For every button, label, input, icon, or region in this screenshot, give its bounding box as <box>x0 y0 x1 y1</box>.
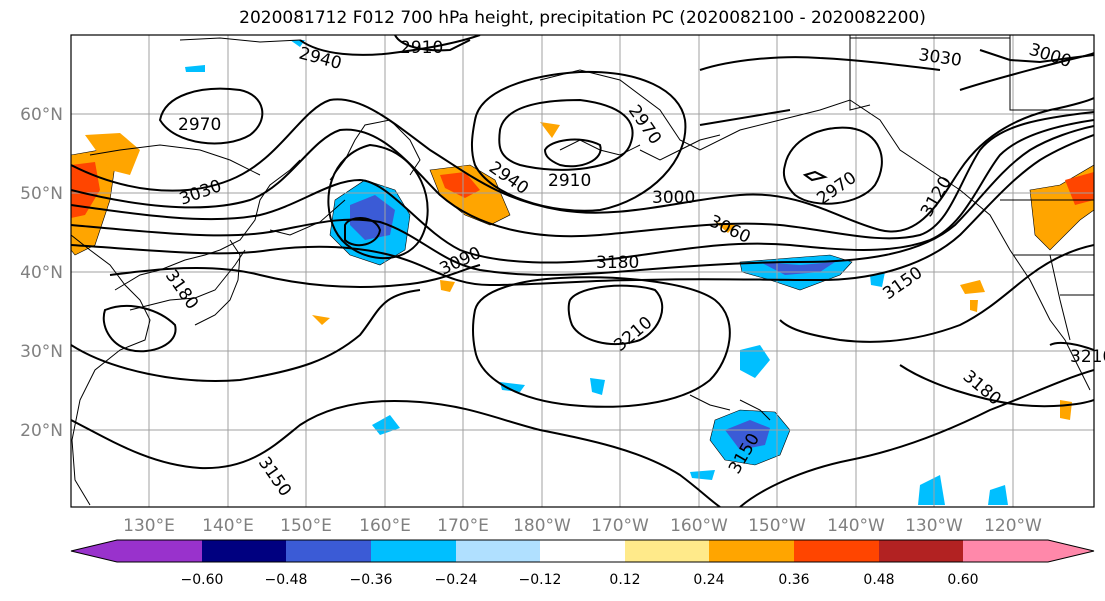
lon-label: 160°E <box>359 516 411 536</box>
contour-label: 3000 <box>652 188 695 208</box>
colorbar: −0.60 −0.48 −0.36 −0.24 −0.12 0.12 0.24 … <box>70 539 1095 588</box>
colorbar-tick-label: −0.36 <box>350 572 393 588</box>
map-frame <box>70 34 1095 508</box>
lon-label: 140°E <box>202 516 254 536</box>
longitude-labels: 130°E 140°E 150°E 160°E 170°E 180°W 170°… <box>123 516 1042 536</box>
colorbar-extend-high <box>1048 540 1094 562</box>
colorbar-tick-label: 0.48 <box>863 572 894 588</box>
colorbar-tick-label: 0.24 <box>693 572 724 588</box>
colorbar-bin <box>879 540 963 562</box>
colorbar-tick-label: 0.60 <box>947 572 978 588</box>
map-title: 2020081712 F012 700 hPa height, precipit… <box>239 8 926 28</box>
colorbar-ticks: −0.60 −0.48 −0.36 −0.24 −0.12 0.12 0.24 … <box>181 572 979 588</box>
lat-label: 30°N <box>20 342 63 362</box>
colorbar-bin <box>963 540 1048 562</box>
lon-label: 130°E <box>123 516 175 536</box>
colorbar-tick-label: −0.12 <box>519 572 562 588</box>
lon-label: 130°W <box>905 516 963 536</box>
lon-label: 140°W <box>827 516 885 536</box>
coastlines <box>71 35 1094 506</box>
colorbar-tick-label: 0.36 <box>778 572 809 588</box>
colorbar-tick-label: −0.48 <box>265 572 308 588</box>
precip-negative-shading <box>185 40 1008 505</box>
lon-label: 170°E <box>437 516 489 536</box>
colorbar-bin <box>540 540 625 562</box>
lon-label: 150°W <box>748 516 806 536</box>
lon-label: 120°W <box>984 516 1042 536</box>
lat-label: 50°N <box>20 184 63 204</box>
precip-positive-shading <box>71 122 1094 420</box>
lat-label: 20°N <box>20 421 63 441</box>
contour-label: 2910 <box>400 38 443 58</box>
colorbar-outline <box>70 539 1095 563</box>
colorbar-bin <box>625 540 709 562</box>
colorbar-tick-label: −0.60 <box>181 572 224 588</box>
height-contours <box>71 35 1094 507</box>
colorbar-extend-low <box>71 540 117 562</box>
contour-label: 2910 <box>548 171 591 191</box>
colorbar-bin <box>456 540 540 562</box>
lon-label: 150°E <box>280 516 332 536</box>
colorbar-bin <box>202 540 286 562</box>
lon-label: 170°W <box>591 516 649 536</box>
colorbar-bin <box>709 540 794 562</box>
lat-label: 40°N <box>20 263 63 283</box>
colorbar-tick-label: 0.12 <box>609 572 640 588</box>
contour-label: 3180 <box>596 253 639 273</box>
latitude-labels: 60°N 50°N 40°N 30°N 20°N <box>20 105 63 441</box>
colorbar-bin <box>371 540 456 562</box>
colorbar-bin <box>117 540 202 562</box>
colorbar-bin <box>794 540 879 562</box>
colorbar-bin <box>286 540 371 562</box>
map-area <box>71 35 1094 507</box>
lon-label: 160°W <box>670 516 728 536</box>
lat-label: 60°N <box>20 105 63 125</box>
lon-label: 180°W <box>513 516 571 536</box>
contour-label: 3210 <box>1070 347 1105 367</box>
contour-label: 2970 <box>178 115 221 135</box>
colorbar-tick-label: −0.24 <box>435 572 478 588</box>
